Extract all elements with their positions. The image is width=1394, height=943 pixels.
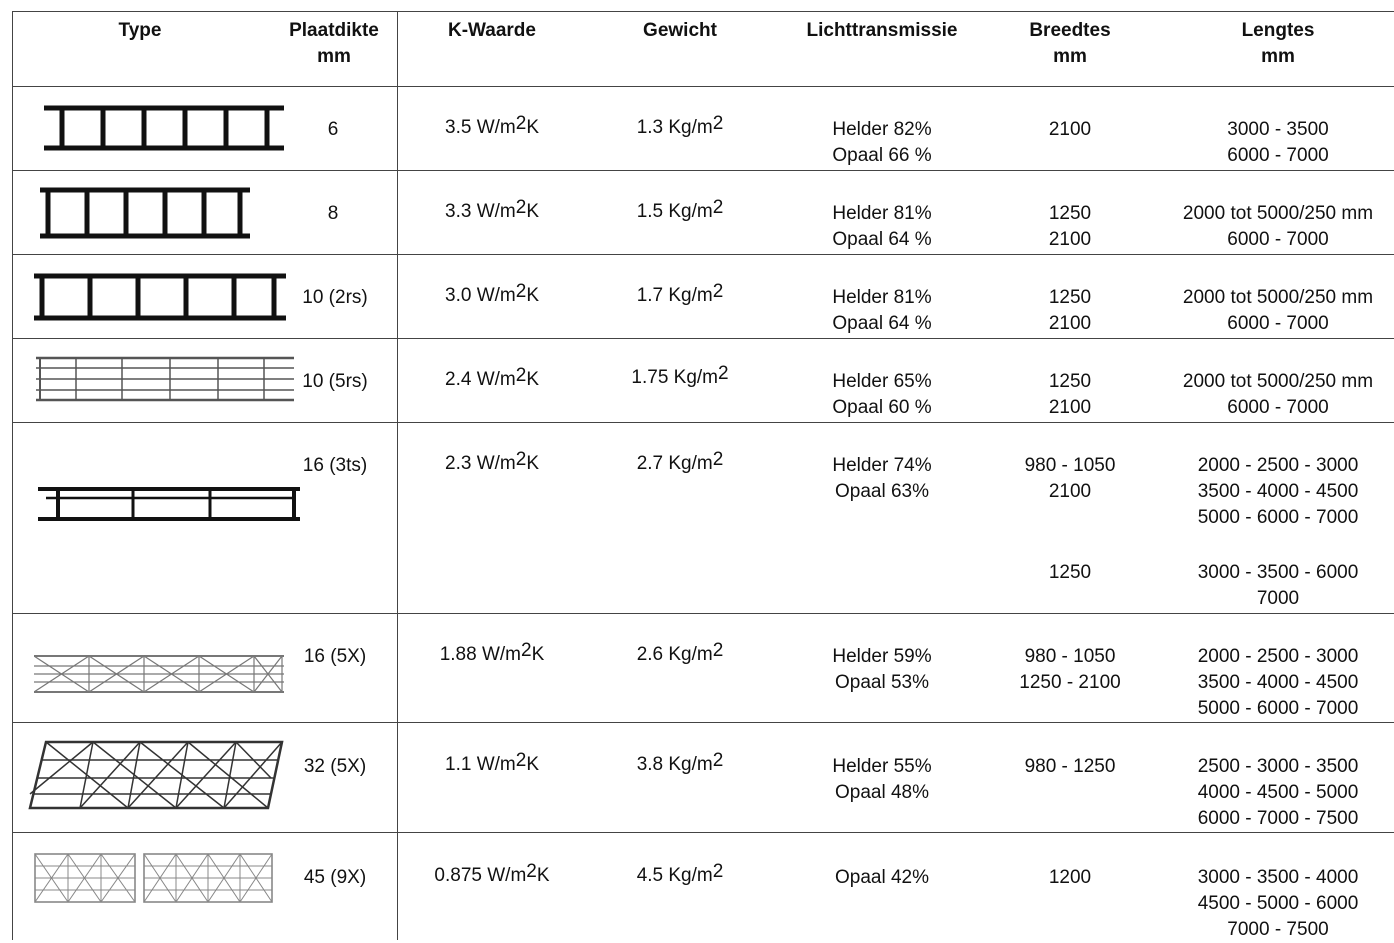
light-transmission-value: Helder 81% Opaal 64 % (832, 287, 932, 334)
weight-value: 1.5 Kg/m2 (636, 197, 724, 222)
k-value: 3.5 W/m2K (445, 113, 539, 138)
row-divider (12, 613, 1394, 614)
x-structure-45-profile-icon (34, 852, 274, 904)
lengths-value: 2000 tot 5000/250 mm 6000 - 7000 (1182, 203, 1374, 250)
light-transmission-value: Helder 81% Opaal 64 % (832, 203, 932, 250)
header-type: Type (118, 20, 162, 41)
thickness-value: 32 (5X) (303, 756, 367, 777)
x-structure-32-profile-icon (28, 738, 284, 810)
twin-wall-profile-icon (34, 272, 286, 322)
widths-value: 980 - 1050 1250 - 2100 (1019, 646, 1121, 693)
widths-value: 2100 (1048, 119, 1092, 140)
row-divider (12, 832, 1394, 833)
light-transmission-value: Helder 82% Opaal 66 % (832, 119, 932, 166)
thickness-value: 45 (9X) (303, 867, 367, 888)
lengths-value: 3000 - 3500 - 4000 4500 - 5000 - 6000 70… (1197, 867, 1359, 940)
header-bottom-border (12, 86, 1394, 87)
header-k-value: K-Waarde (448, 20, 536, 41)
widths-value: 1250 2100 (1048, 203, 1092, 250)
widths-value: 1250 2100 (1048, 287, 1092, 334)
multi-wall-5rs-profile-icon (36, 356, 294, 402)
k-value: 0.875 W/m2K (434, 861, 550, 886)
light-transmission-value: Helder 65% Opaal 60 % (832, 371, 932, 418)
header-light-transmission: Lichttransmissie (806, 20, 958, 41)
widths-value: 1200 (1048, 867, 1092, 888)
thickness-value: 16 (3ts) (302, 455, 368, 476)
widths-value: 980 - 1050 2100 (1024, 455, 1116, 502)
k-value: 1.88 W/m2K (439, 640, 545, 665)
k-value: 3.0 W/m2K (445, 281, 539, 306)
header-lengths: Lengtes mm (1241, 20, 1315, 67)
twin-wall-profile-icon (40, 186, 250, 240)
lengths-value: 2000 tot 5000/250 mm 6000 - 7000 (1182, 287, 1374, 334)
weight-value: 1.7 Kg/m2 (636, 281, 724, 306)
row-divider (12, 722, 1394, 723)
k-value: 1.1 W/m2K (445, 750, 539, 775)
light-transmission-value: Helder 59% Opaal 53% (832, 646, 932, 693)
light-transmission-value: Helder 55% Opaal 48% (832, 756, 932, 803)
lengths-value: 2000 tot 5000/250 mm 6000 - 7000 (1182, 371, 1374, 418)
light-transmission-value: Opaal 42% (834, 867, 929, 888)
k-value: 3.3 W/m2K (445, 197, 539, 222)
header-thickness: Plaatdikte mm (289, 20, 379, 67)
widths-value: 1250 2100 (1048, 371, 1092, 418)
lengths-value: 2500 - 3000 - 3500 4000 - 4500 - 5000 60… (1197, 756, 1359, 829)
light-transmission-value: Helder 74% Opaal 63% (832, 455, 932, 502)
weight-value: 3.8 Kg/m2 (636, 750, 724, 775)
weight-value: 4.5 Kg/m2 (636, 861, 724, 886)
widths-value-extra: 1250 (1048, 562, 1092, 583)
triple-wall-profile-icon (38, 486, 300, 522)
lengths-value: 3000 - 3500 6000 - 7000 (1227, 119, 1329, 166)
lengths-value: 2000 - 2500 - 3000 3500 - 4000 - 4500 50… (1197, 646, 1359, 719)
x-structure-16-profile-icon (34, 654, 284, 694)
row-divider (12, 254, 1394, 255)
thickness-value: 10 (5rs) (302, 371, 368, 392)
thickness-value: 16 (5X) (303, 646, 367, 667)
table-left-border (12, 11, 13, 940)
lengths-value: 2000 - 2500 - 3000 3500 - 4000 - 4500 50… (1197, 455, 1359, 528)
column-divider (397, 11, 398, 940)
lengths-value-extra: 3000 - 3500 - 6000 7000 (1197, 562, 1359, 609)
k-value: 2.3 W/m2K (445, 449, 539, 474)
row-divider (12, 170, 1394, 171)
twin-wall-profile-icon (44, 104, 284, 152)
thickness-value: 6 (327, 119, 339, 140)
header-widths: Breedtes mm (1029, 20, 1111, 67)
widths-value: 980 - 1250 (1024, 756, 1116, 777)
k-value: 2.4 W/m2K (445, 365, 539, 390)
weight-value: 1.75 Kg/m2 (631, 363, 729, 388)
thickness-value: 8 (327, 203, 339, 224)
weight-value: 2.6 Kg/m2 (636, 640, 724, 665)
thickness-value: 10 (2rs) (302, 287, 368, 308)
header-weight: Gewicht (643, 20, 717, 41)
weight-value: 1.3 Kg/m2 (636, 113, 724, 138)
weight-value: 2.7 Kg/m2 (636, 449, 724, 474)
row-divider (12, 422, 1394, 423)
row-divider (12, 338, 1394, 339)
table-top-border (12, 11, 1394, 12)
